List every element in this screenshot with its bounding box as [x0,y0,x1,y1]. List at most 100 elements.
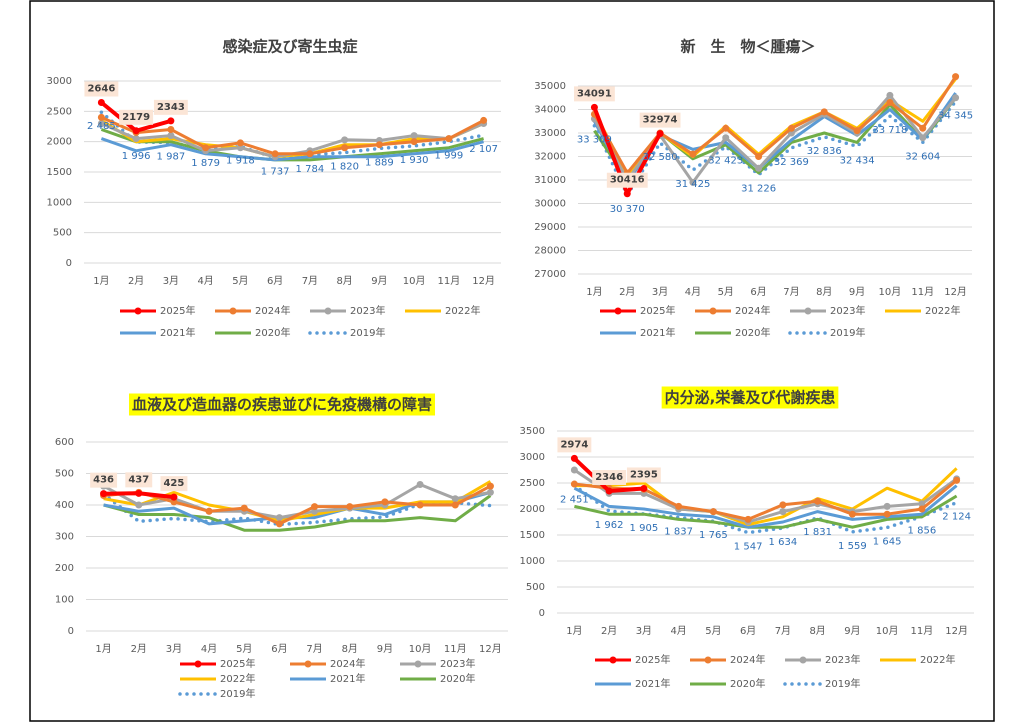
data-label: 2 107 [469,144,498,155]
data-label: 1 634 [769,537,798,548]
y-tick-label: 33000 [534,128,566,139]
point-marker [640,484,648,492]
y-tick-label: 3000 [520,452,545,463]
series-line [573,468,958,524]
x-tick-label: 10月 [876,625,899,637]
y-tick-label: 0 [66,258,72,269]
point-marker [486,488,494,496]
legend-marker [229,307,237,315]
x-tick-label: 7月 [775,625,791,637]
y-tick-label: 29000 [534,222,566,233]
x-tick-label: 3月 [636,625,652,637]
y-tick-label: 100 [55,595,74,606]
data-label-box [574,86,615,102]
x-tick-label: 5月 [718,286,734,298]
frame [29,0,995,722]
x-tick-label: 5月 [232,275,248,287]
point-marker [689,178,697,186]
point-marker [848,510,856,518]
point-marker [779,501,787,509]
legend-label: 2021年 [330,672,365,685]
data-label: 1 837 [664,526,693,537]
point-marker [275,514,283,522]
legend-label: 2022年 [925,304,960,317]
series-line [100,137,484,162]
point-marker [605,487,613,495]
data-label: 1 918 [226,156,255,167]
x-tick-label: 7月 [302,275,318,287]
data-label: 1 905 [630,523,659,534]
legend-label: 2023年 [825,653,860,666]
legend-label: 2020年 [730,677,765,690]
series-line [100,116,485,156]
x-tick-label: 11月 [438,275,461,287]
point-marker [167,132,175,140]
point-marker [375,141,383,149]
series-line [573,484,958,529]
x-tick-label: 11月 [911,286,934,298]
data-label: 1 856 [908,525,937,536]
y-tick-label: 0 [539,608,545,619]
data-label: 1 737 [261,167,290,178]
series-line [572,483,959,535]
y-tick-label: 31000 [534,175,566,186]
legend-marker [799,656,807,664]
y-tick-label: 600 [55,437,74,448]
point-marker [275,520,283,528]
point-marker [341,136,349,144]
data-label-box [119,109,154,125]
x-tick-label: 1月 [95,643,111,655]
point-marker [306,150,314,158]
point-marker [346,503,354,511]
data-label: 1 831 [803,527,832,538]
x-tick-label: 1月 [566,625,582,637]
point-marker [820,108,828,116]
point-marker [97,98,105,106]
legend-label: 2024年 [255,304,290,317]
series-line [103,494,492,532]
point-marker [722,124,730,132]
data-label: 1 999 [435,151,464,162]
data-label: 425 [163,478,184,489]
x-tick-label: 8月 [816,286,832,298]
data-label: 2346 [595,472,623,483]
data-label: 437 [128,474,149,485]
data-label-box [626,467,661,483]
point-marker [170,493,178,501]
y-tick-label: 28000 [534,246,566,257]
data-label: 1 930 [400,155,429,166]
legend-marker [614,307,622,315]
point-marker [919,124,927,132]
legend-marker [804,307,812,315]
data-label: 31 226 [741,184,776,195]
legend-marker [324,307,332,315]
point-marker [952,94,960,102]
point-marker [451,495,459,503]
data-label: 34091 [577,88,612,99]
data-label: 32974 [643,115,678,126]
data-label: 32 604 [905,151,940,162]
point-marker [953,476,961,484]
point-marker [381,498,389,506]
x-tick-label: 4月 [201,643,217,655]
data-label-box [90,472,118,488]
data-label: 32 580 [643,152,678,163]
legend-label: 2023年 [830,304,865,317]
x-tick-label: 6月 [267,275,283,287]
data-label-box [592,470,627,486]
point-marker [311,503,319,511]
chart-title: 血液及び造血器の疾患並びに免疫機構の障害 [132,396,432,414]
y-tick-label: 500 [526,582,545,593]
data-label: 1 889 [365,157,394,168]
x-tick-label: 11月 [444,643,467,655]
point-marker [480,116,488,124]
x-tick-label: 2月 [131,643,147,655]
point-marker [445,135,453,143]
data-label: 436 [93,475,114,486]
y-tick-label: 1000 [520,556,545,567]
data-label-box [125,472,153,488]
data-label: 30 370 [610,204,645,215]
series-line [574,494,958,529]
legend-label: 2023年 [440,657,475,670]
x-tick-label: 4月 [670,625,686,637]
